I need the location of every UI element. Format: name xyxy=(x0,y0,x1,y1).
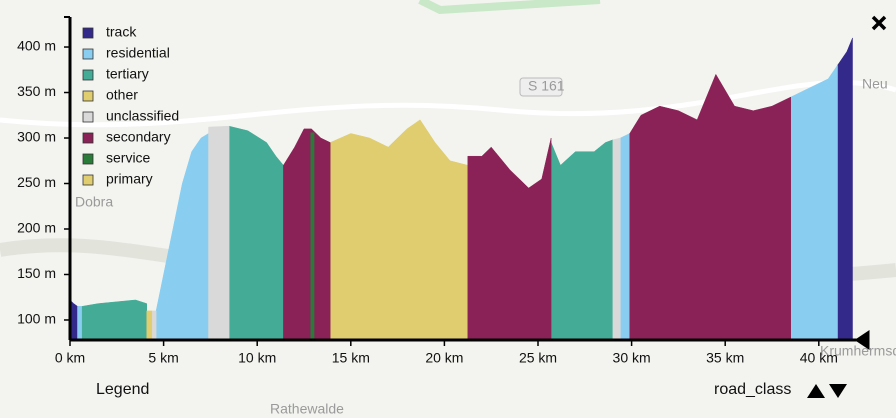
y-tick-label: 150 m xyxy=(17,265,56,281)
map-label: S 161 xyxy=(528,78,565,94)
legend-swatch xyxy=(82,48,94,60)
legend-label: secondary xyxy=(106,129,171,145)
legend-label: track xyxy=(106,24,137,40)
sort-down[interactable] xyxy=(829,384,847,398)
legend-label: residential xyxy=(106,45,170,61)
sort-label: road_class xyxy=(714,381,791,398)
legend-button[interactable]: Legend xyxy=(96,381,149,398)
map-label: Krumhermsdorf xyxy=(820,343,896,359)
x-tick-label: 5 km xyxy=(148,350,178,366)
legend-label: unclassified xyxy=(106,108,179,124)
map-road xyxy=(0,79,896,128)
legend-swatch xyxy=(82,174,94,186)
x-tick-label: 10 km xyxy=(238,350,276,366)
map-road xyxy=(418,0,601,15)
x-tick-label: 40 km xyxy=(800,350,838,366)
legend-swatch xyxy=(82,132,94,144)
x-axis-arrow xyxy=(854,330,870,350)
legend-swatch xyxy=(82,153,94,165)
legend-swatch xyxy=(82,111,94,123)
close-icon[interactable] xyxy=(871,15,887,31)
y-tick-label: 300 m xyxy=(17,129,56,145)
legend-swatch xyxy=(82,69,94,81)
legend-label: service xyxy=(106,150,151,166)
map-label: Rathewalde xyxy=(270,401,344,417)
x-tick-label: 30 km xyxy=(613,350,651,366)
y-tick-label: 400 m xyxy=(17,38,56,54)
elevation-area xyxy=(310,132,315,341)
map-label: Dobra xyxy=(75,194,113,210)
map-label: Neu xyxy=(862,76,888,92)
legend-label: tertiary xyxy=(106,66,149,82)
y-tick-label: 100 m xyxy=(17,311,56,327)
close-button[interactable] xyxy=(871,15,887,31)
map-shield xyxy=(519,77,563,97)
y-tick-label: 200 m xyxy=(17,220,56,236)
y-tick-label: 350 m xyxy=(17,83,56,99)
elevation-area xyxy=(283,73,791,341)
x-tick-label: 0 km xyxy=(55,350,85,366)
legend-label: other xyxy=(106,87,138,103)
x-tick-label: 20 km xyxy=(425,350,463,366)
x-tick-label: 15 km xyxy=(332,350,370,366)
sort-up[interactable] xyxy=(807,384,825,398)
x-tick-label: 35 km xyxy=(706,350,744,366)
legend-swatch xyxy=(82,27,94,39)
x-tick-label: 25 km xyxy=(519,350,557,366)
y-tick-label: 250 m xyxy=(17,174,56,190)
legend-label: primary xyxy=(106,171,153,187)
legend-swatch xyxy=(82,90,94,102)
